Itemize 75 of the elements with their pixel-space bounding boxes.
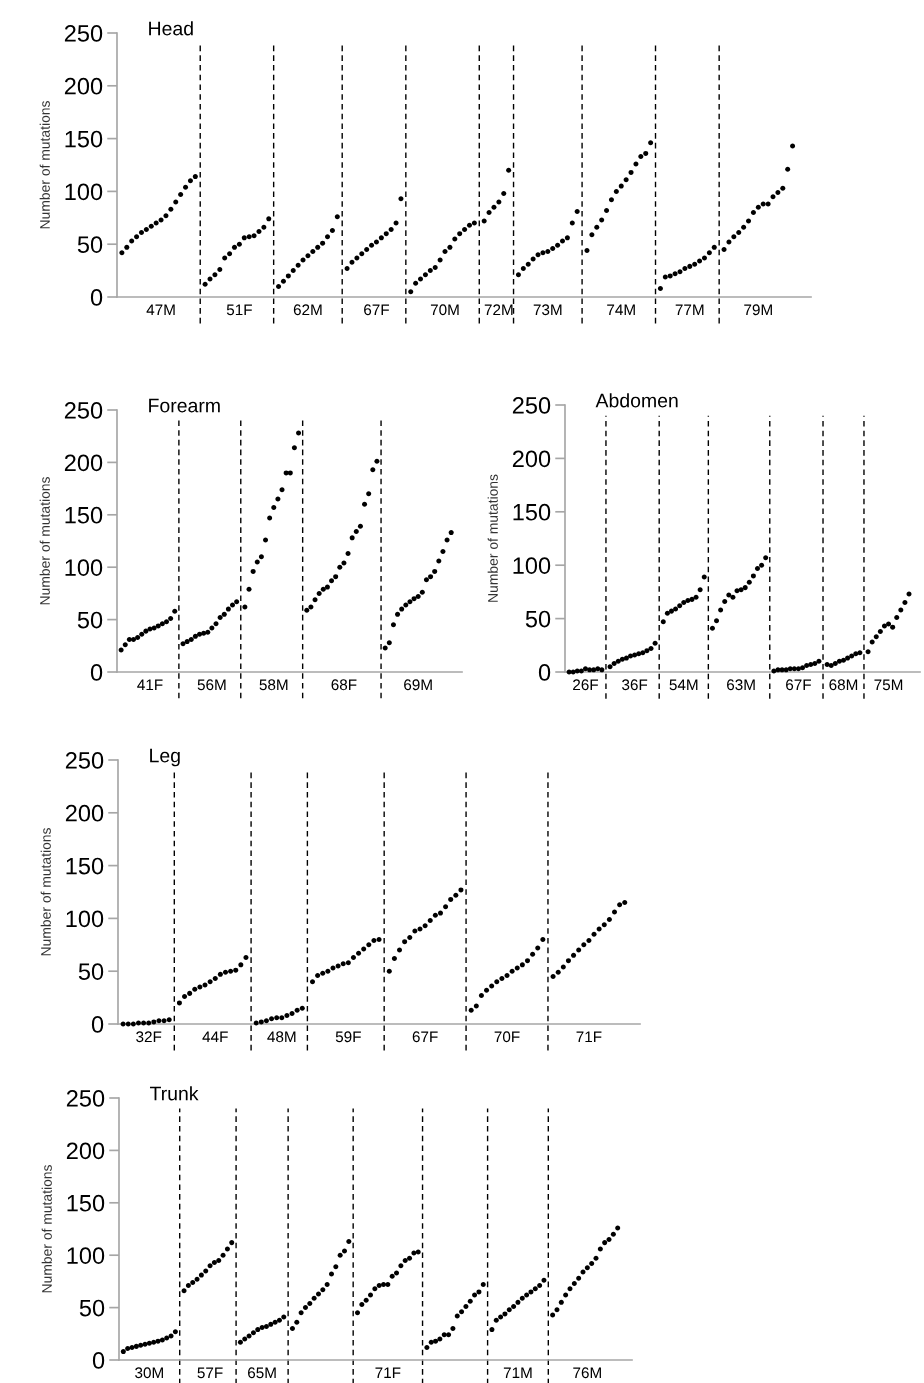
- x-tick-label: 57F: [197, 1367, 223, 1379]
- y-tick-label: 250: [512, 397, 551, 414]
- x-tick-label: 51F: [226, 304, 252, 316]
- x-tick-label: 65M: [248, 1367, 276, 1379]
- chart-title: Forearm: [149, 398, 220, 413]
- x-tick-label: 48M: [267, 1031, 296, 1043]
- y-tick-label: 0: [90, 289, 103, 306]
- x-tick-label: 63M: [727, 679, 755, 691]
- y-axis-title: Number of mutations: [39, 101, 50, 229]
- y-tick-label: 50: [525, 610, 551, 628]
- y-tick-label: 0: [538, 664, 551, 681]
- y-tick-label: 100: [513, 557, 551, 574]
- x-tick-label: 58M: [259, 679, 288, 691]
- y-tick-label: 250: [64, 25, 103, 42]
- y-tick-label: 50: [79, 1299, 105, 1317]
- x-tick-label: 74M: [607, 304, 635, 316]
- y-tick-label: 100: [65, 559, 103, 576]
- x-tick-label: 71F: [576, 1031, 602, 1043]
- y-tick-label: 50: [77, 236, 103, 253]
- x-tick-label: 30M: [135, 1367, 163, 1379]
- x-tick-label: 41F: [137, 679, 163, 691]
- x-tick-label: 56M: [197, 679, 226, 691]
- y-tick-label: 150: [66, 857, 104, 875]
- x-tick-label: 67F: [364, 304, 390, 316]
- x-tick-label: 67F: [786, 679, 811, 691]
- y-tick-label: 150: [513, 503, 551, 521]
- y-tick-label: 100: [65, 183, 103, 201]
- x-tick-label: 75M: [874, 679, 903, 691]
- x-tick-label: 32F: [136, 1031, 162, 1043]
- x-tick-label: 62M: [293, 304, 322, 316]
- y-tick-label: 200: [64, 77, 103, 95]
- y-tick-label: 250: [65, 752, 104, 769]
- x-tick-label: 73M: [533, 304, 562, 316]
- x-tick-label: 70M: [430, 304, 459, 316]
- y-tick-label: 200: [512, 450, 551, 468]
- x-tick-label: 70F: [494, 1031, 520, 1043]
- y-tick-label: 150: [67, 1194, 105, 1212]
- x-tick-label: 36F: [622, 679, 648, 691]
- x-tick-label: 69M: [404, 679, 432, 691]
- x-tick-label: 68M: [829, 679, 858, 691]
- y-tick-label: 250: [66, 1090, 105, 1107]
- y-axis-title: Number of mutations: [39, 477, 50, 605]
- y-tick-label: 250: [64, 402, 103, 419]
- y-axis-title: Number of mutations: [487, 474, 498, 602]
- x-tick-label: 44F: [202, 1031, 228, 1043]
- x-tick-label: 79M: [744, 304, 772, 316]
- x-tick-label: 68F: [331, 679, 357, 691]
- y-axis-title: Number of mutations: [40, 828, 51, 956]
- y-tick-label: 0: [90, 664, 103, 681]
- x-tick-label: 26F: [573, 679, 599, 691]
- y-axis-title: Number of mutations: [41, 1165, 52, 1293]
- x-tick-label: 77M: [675, 304, 704, 316]
- x-tick-label: 76M: [573, 1367, 601, 1379]
- x-tick-label: 71M: [503, 1367, 532, 1379]
- x-tick-label: 71F: [375, 1367, 401, 1379]
- y-tick-label: 200: [64, 454, 103, 472]
- y-tick-label: 50: [78, 963, 104, 980]
- x-tick-label: 54M: [669, 679, 698, 691]
- y-tick-label: 0: [92, 1352, 105, 1369]
- y-tick-label: 100: [66, 910, 104, 928]
- y-tick-label: 0: [91, 1016, 104, 1033]
- x-tick-label: 72M: [484, 304, 513, 316]
- chart-title: Abdomen: [595, 393, 678, 408]
- chart-title: Head: [149, 21, 193, 36]
- chart-title: Trunk: [149, 1086, 199, 1101]
- chart-title: Leg: [150, 748, 180, 767]
- y-tick-label: 50: [77, 611, 103, 629]
- x-tick-label: 67F: [412, 1031, 438, 1043]
- x-tick-label: 47M: [146, 304, 175, 316]
- y-tick-label: 200: [66, 1142, 105, 1160]
- y-tick-label: 150: [65, 130, 103, 148]
- y-tick-label: 100: [67, 1247, 105, 1264]
- y-tick-label: 150: [65, 506, 103, 524]
- y-tick-label: 200: [65, 804, 104, 822]
- x-tick-label: 59F: [335, 1031, 361, 1043]
